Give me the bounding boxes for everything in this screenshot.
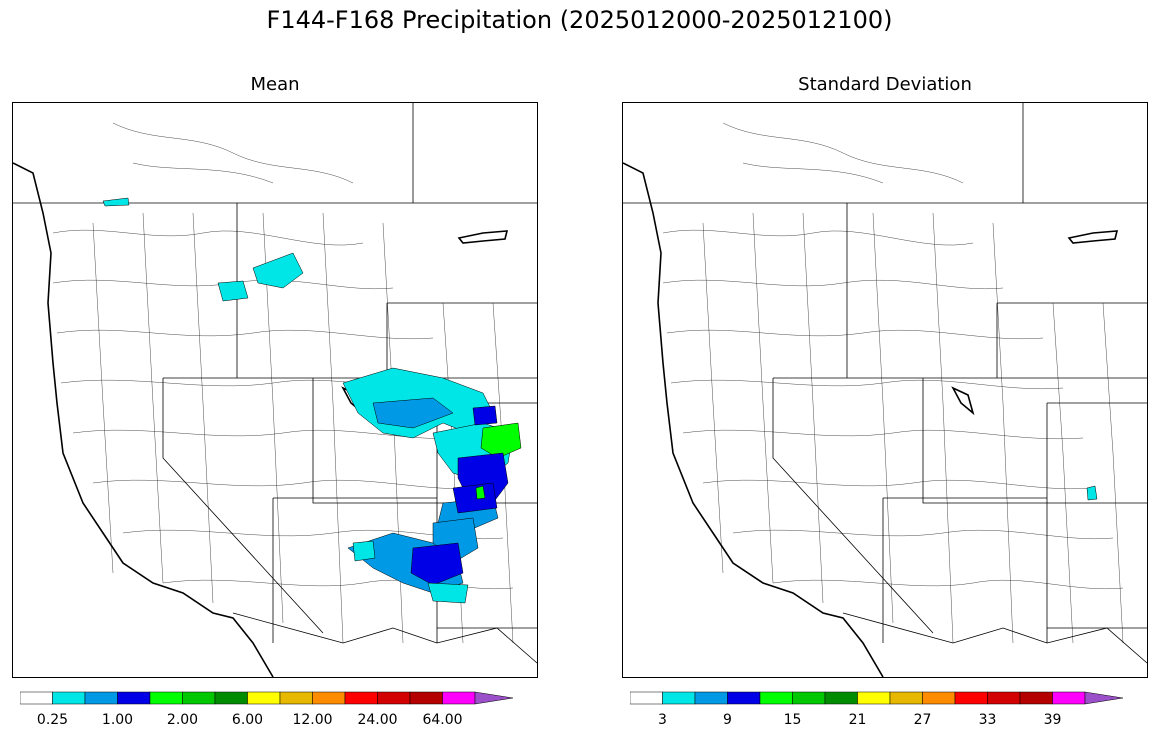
colorbar-tick-label: 15 [783, 712, 802, 728]
figure-title: F144-F168 Precipitation (2025012000-2025… [266, 6, 893, 34]
colorbar-swatch [1052, 691, 1086, 705]
colorbar-tick-label: 1.00 [101, 712, 134, 728]
precip-region-green-2 [475, 485, 486, 500]
colorbar-tick-label: 12.00 [292, 712, 333, 728]
precip-region-green-1 [480, 422, 522, 459]
colorbar-swatch [824, 691, 858, 705]
colorbar-swatch [117, 691, 151, 705]
map-mean-svg [13, 103, 537, 677]
colorbar-swatch [344, 691, 378, 705]
colorbar-stddev-svg [629, 691, 1124, 705]
colorbar-tick-label: 0.25 [36, 712, 69, 728]
colorbar-swatch [759, 691, 793, 705]
precip-region-blue-1 [372, 397, 454, 429]
pacific-coastline [13, 162, 274, 677]
colorbar-swatch [662, 691, 696, 705]
map-stddev[interactable] [622, 102, 1148, 678]
colorbar-swatch [727, 691, 761, 705]
colorbar-swatch [312, 691, 346, 705]
pacific-coastline [623, 162, 884, 677]
colorbar-tick-label: 9 [723, 712, 732, 728]
state-border-nv [162, 378, 324, 634]
colorbar-swatch [214, 691, 248, 705]
stddev-region-cyan-1 [1086, 485, 1098, 501]
colorbar-tick-label: 2.00 [166, 712, 199, 728]
colorbar-swatch [182, 691, 216, 705]
colorbar-tick-label: 27 [913, 712, 932, 728]
colorbar-swatch [954, 691, 988, 705]
map-stddev-svg [623, 103, 1147, 677]
colorbar-tick-label: 24.00 [357, 712, 398, 728]
great-salt-lake [951, 386, 975, 416]
colorbar-tick-label: 33 [978, 712, 997, 728]
precip-region-darkblue-1 [472, 405, 498, 426]
lake-sakakawea [457, 230, 509, 244]
colorbar-tick-label: 3 [658, 712, 667, 728]
colorbar-swatch [889, 691, 923, 705]
colorbar-swatch [84, 691, 118, 705]
colorbar-swatch [792, 691, 826, 705]
precip-region-cyan-3 [102, 197, 130, 207]
colorbar-swatch [377, 691, 411, 705]
colorbar-swatch [694, 691, 728, 705]
colorbar-swatch [247, 691, 281, 705]
colorbar-swatch [52, 691, 86, 705]
precip-region-cyan-2 [217, 280, 249, 302]
colorbar-mean [19, 690, 530, 705]
colorbar-mean-svg [19, 691, 514, 705]
map-mean[interactable] [12, 102, 538, 678]
colorbar-tick-label: 6.00 [231, 712, 264, 728]
precip-region-darkblue-4 [410, 542, 464, 586]
colorbar-extend-arrow [474, 691, 514, 705]
panel-title-mean: Mean [250, 74, 300, 95]
colorbar-swatch [409, 691, 443, 705]
colorbar-tick-label: 21 [848, 712, 867, 728]
mexico-border [232, 612, 537, 664]
panel-title-stddev: Standard Deviation [798, 74, 972, 95]
colorbar-swatch [629, 691, 663, 705]
precip-region-cyan-1 [252, 252, 304, 289]
colorbar-swatch [149, 691, 183, 705]
colorbar-extend-arrow [1084, 691, 1124, 705]
colorbar-tick-label: 64.00 [422, 712, 463, 728]
colorbar-swatch [1019, 691, 1053, 705]
colorbar-swatch [19, 691, 53, 705]
colorbar-swatch [442, 691, 476, 705]
colorbar-swatch [987, 691, 1021, 705]
colorbar-stddev [629, 690, 1140, 705]
precip-region-cyan-6 [352, 540, 376, 562]
precip-region-cyan-7 [427, 582, 469, 604]
colorbar-swatch [279, 691, 313, 705]
precip-region-darkblue-3 [452, 482, 498, 514]
colorbar-swatch [857, 691, 891, 705]
colorbar-tick-label: 39 [1043, 712, 1062, 728]
lake-sakakawea [1067, 230, 1119, 244]
colorbar-swatch [922, 691, 956, 705]
